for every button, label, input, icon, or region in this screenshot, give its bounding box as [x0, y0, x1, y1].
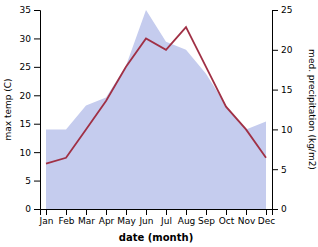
tick: Apr: [99, 209, 115, 226]
tick: 25: [272, 5, 292, 15]
tick-mark: [206, 209, 207, 215]
tick: Jul: [160, 209, 172, 226]
y-axis: 0 5 10 15 20 25 30 35: [20, 5, 41, 214]
y2-axis: 0 5 10 15 20 25: [272, 5, 293, 214]
tick-label: Jul: [160, 216, 172, 226]
tick: 10: [20, 148, 40, 158]
tick: 20: [20, 91, 40, 101]
tick-mark: [86, 209, 87, 215]
x-axis: Jan FebMar AprMayJun Jul AugSep OctNovDec: [39, 209, 276, 226]
tick-mark: [34, 67, 40, 68]
tick-label: 15: [20, 119, 31, 129]
tick-label: May: [117, 216, 136, 226]
axis-line: [273, 11, 279, 210]
area: [46, 10, 266, 209]
tick-mark: [166, 209, 167, 215]
tick-mark: [266, 209, 267, 215]
tick: 5: [272, 165, 287, 175]
tick: Jan: [39, 209, 54, 226]
tick-mark: [272, 209, 278, 210]
tick: 25: [20, 62, 40, 72]
tick-label: Aug: [178, 216, 196, 226]
tick-label: 15: [281, 85, 292, 95]
tick-label: 25: [281, 5, 292, 15]
tick-mark: [34, 10, 40, 11]
tick-label: 10: [20, 148, 32, 158]
tick-mark: [34, 95, 40, 96]
tick-label: 20: [281, 45, 293, 55]
tick: 0: [272, 204, 287, 214]
tick: Dec: [258, 209, 275, 226]
tick-label: Mar: [78, 216, 95, 226]
tick: 15: [20, 119, 40, 129]
tick-mark: [34, 38, 40, 39]
marks: [46, 10, 266, 209]
tick-label: Oct: [219, 216, 235, 226]
tick-label: Apr: [99, 216, 115, 226]
tick: 35: [20, 5, 40, 15]
tick-mark: [34, 181, 40, 182]
line: [46, 27, 266, 163]
tick-label: Dec: [258, 216, 275, 226]
tick: 5: [25, 176, 40, 186]
tick-mark: [34, 152, 40, 153]
tick-mark: [272, 50, 278, 51]
tick: 15: [272, 85, 292, 95]
axis-line: [41, 210, 273, 216]
tick-mark: [46, 209, 47, 215]
tick-mark: [146, 209, 147, 215]
tick-mark: [272, 10, 278, 11]
tick-mark: [34, 124, 40, 125]
tick-label: 5: [25, 176, 31, 186]
tick-label: 25: [20, 62, 31, 72]
axis-line: [34, 11, 41, 210]
tick-label: 0: [281, 204, 287, 214]
tick-label: Feb: [59, 216, 75, 226]
chart: Jan FebMar AprMayJun Jul AugSep OctNovDec 0 5 10…: [0, 0, 318, 247]
tick-mark: [66, 209, 67, 215]
tick: 30: [20, 34, 40, 44]
y2-axis-title: med. precipitation (kg/m2): [307, 49, 317, 170]
tick-mark: [106, 209, 107, 215]
tick-mark: [226, 209, 227, 215]
tick: May: [117, 209, 136, 226]
tick: Oct: [219, 209, 235, 226]
tick: Aug: [178, 209, 196, 226]
tick: Nov: [238, 209, 256, 226]
tick: Feb: [59, 209, 75, 226]
tick-label: 0: [25, 204, 31, 214]
tick-mark: [34, 209, 40, 210]
plot: Jan FebMar AprMayJun Jul AugSep OctNovDec 0 5 10…: [20, 5, 293, 226]
tick: Mar: [78, 209, 95, 226]
tick: 10: [272, 125, 293, 135]
tick-mark: [126, 209, 127, 215]
tick-label: 20: [20, 91, 32, 101]
tick-label: 5: [281, 165, 287, 175]
tick-label: 35: [20, 5, 31, 15]
tick-label: Jun: [138, 216, 153, 226]
tick-label: Nov: [238, 216, 256, 226]
tick-label: 30: [20, 34, 32, 44]
tick: 20: [272, 45, 293, 55]
tick: Sep: [198, 209, 215, 226]
y-axis-title: max temp (C): [3, 78, 13, 140]
tick-mark: [272, 129, 278, 130]
tick-mark: [246, 209, 247, 215]
tick-label: Sep: [198, 216, 215, 226]
tick-mark: [272, 169, 278, 170]
tick: Jun: [138, 209, 153, 226]
tick-label: 10: [281, 125, 293, 135]
x-axis-title: date (month): [119, 232, 193, 243]
tick-mark: [272, 90, 278, 91]
tick-mark: [186, 209, 187, 215]
tick-label: Jan: [39, 216, 54, 226]
tick: 0: [25, 204, 40, 214]
